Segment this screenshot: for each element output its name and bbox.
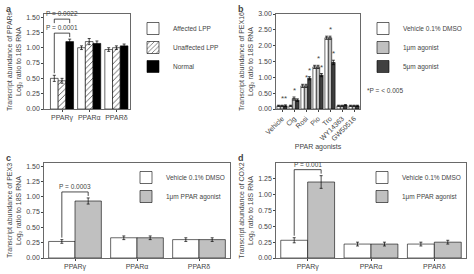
svg-text:Rosi: Rosi (294, 115, 309, 130)
svg-text:0.00: 0.00 (258, 105, 272, 112)
svg-text:1.00: 1.00 (258, 74, 272, 81)
svg-text:Vehicle 0.1% DMSO: Vehicle 0.1% DMSO (403, 25, 462, 32)
svg-text:5μm agonist: 5μm agonist (403, 63, 439, 71)
svg-text:PPARα: PPARα (78, 114, 101, 121)
svg-text:1.50: 1.50 (26, 14, 40, 21)
svg-text:P = 0.0001: P = 0.0001 (46, 24, 78, 31)
svg-text:Transcript abundance of COX2Lo: Transcript abundance of COX2Log₂ ratio t… (238, 162, 255, 258)
svg-text:1.00: 1.00 (26, 193, 40, 200)
svg-text:P = 0.0022: P = 0.0022 (46, 10, 78, 17)
svg-text:Vehicle 0.1% DMSO: Vehicle 0.1% DMSO (166, 174, 225, 181)
svg-text:1.50: 1.50 (26, 163, 40, 170)
svg-text:WY14363: WY14363 (318, 115, 345, 142)
svg-text:a: a (6, 4, 12, 14)
svg-text:0.00: 0.00 (258, 254, 272, 261)
svg-text:0.00: 0.00 (26, 105, 40, 112)
svg-text:Transcript abundance of PPARsL: Transcript abundance of PPARsLog₂ ratio … (6, 11, 23, 111)
svg-text:0.50: 0.50 (258, 90, 272, 97)
svg-text:b: b (238, 4, 244, 14)
svg-text:d: d (238, 153, 244, 163)
svg-text:*P = < 0.005: *P = < 0.005 (367, 87, 403, 94)
svg-text:Transcript abundance of PEX3Lo: Transcript abundance of PEX3Log₂ ratio t… (6, 163, 23, 258)
svg-text:*: * (308, 66, 311, 75)
svg-text:Vehicle: Vehicle (264, 115, 285, 136)
svg-text:1μm PPAR agonist: 1μm PPAR agonist (166, 193, 221, 201)
svg-text:*: * (284, 94, 287, 103)
svg-text:1.00: 1.00 (26, 44, 40, 51)
svg-text:0.50: 0.50 (26, 224, 40, 231)
svg-text:0.00: 0.00 (26, 254, 40, 261)
svg-text:*: * (320, 63, 323, 72)
svg-text:0.25: 0.25 (26, 90, 40, 97)
svg-text:PPARγ: PPARγ (297, 263, 320, 271)
svg-text:3.00: 3.00 (258, 10, 272, 17)
svg-text:Unaffected LPP: Unaffected LPP (173, 44, 218, 51)
svg-text:1.25: 1.25 (26, 178, 40, 185)
svg-text:0.25: 0.25 (258, 239, 272, 246)
svg-text:PPARδ: PPARδ (188, 263, 211, 270)
svg-text:1.00: 1.00 (258, 191, 272, 198)
svg-text:Pio: Pio (309, 115, 321, 127)
svg-text:PPARα: PPARα (360, 263, 383, 270)
svg-text:*: * (305, 73, 308, 82)
svg-text:PPARγ: PPARγ (64, 263, 87, 271)
svg-text:*: * (329, 25, 332, 34)
svg-text:P = 0.001: P = 0.001 (294, 161, 322, 168)
svg-text:Transcript abundance of PEX16L: Transcript abundance of PEX16Log₂ ratio … (238, 12, 255, 111)
svg-text:Normal: Normal (173, 63, 195, 70)
svg-text:1.25: 1.25 (26, 29, 40, 36)
svg-text:Clg: Clg (285, 115, 298, 128)
svg-text:1μm PPAR agonist: 1μm PPAR agonist (402, 193, 457, 201)
svg-text:0.75: 0.75 (26, 59, 40, 66)
svg-text:*: * (317, 54, 320, 63)
svg-text:*: * (293, 86, 296, 95)
svg-text:P = 0.0003: P = 0.0003 (59, 183, 91, 190)
svg-text:PPARδ: PPARδ (423, 263, 446, 270)
svg-text:PPARα: PPARα (126, 263, 149, 270)
svg-text:1.25: 1.25 (258, 175, 272, 182)
svg-text:1μm agonist: 1μm agonist (403, 44, 439, 52)
svg-text:0.50: 0.50 (258, 223, 272, 230)
svg-text:PPAR agonists: PPAR agonists (295, 143, 342, 151)
svg-text:c: c (6, 153, 11, 163)
svg-text:0.75: 0.75 (26, 208, 40, 215)
svg-text:PPARδ: PPARδ (105, 114, 128, 121)
svg-text:Vehicle 0.1% DMSO: Vehicle 0.1% DMSO (402, 174, 461, 181)
svg-text:2.00: 2.00 (258, 42, 272, 49)
svg-text:Affected LPP: Affected LPP (173, 25, 211, 32)
svg-text:1.50: 1.50 (258, 58, 272, 65)
svg-text:0.25: 0.25 (26, 239, 40, 246)
svg-text:0.75: 0.75 (258, 207, 272, 214)
svg-text:2.50: 2.50 (258, 26, 272, 33)
svg-text:*: * (281, 94, 284, 103)
svg-text:Tro: Tro (321, 115, 333, 127)
svg-text:*: * (332, 49, 335, 58)
svg-text:0.50: 0.50 (26, 75, 40, 82)
svg-text:GW50516: GW50516 (330, 115, 357, 142)
svg-text:PPARγ: PPARγ (51, 114, 74, 122)
